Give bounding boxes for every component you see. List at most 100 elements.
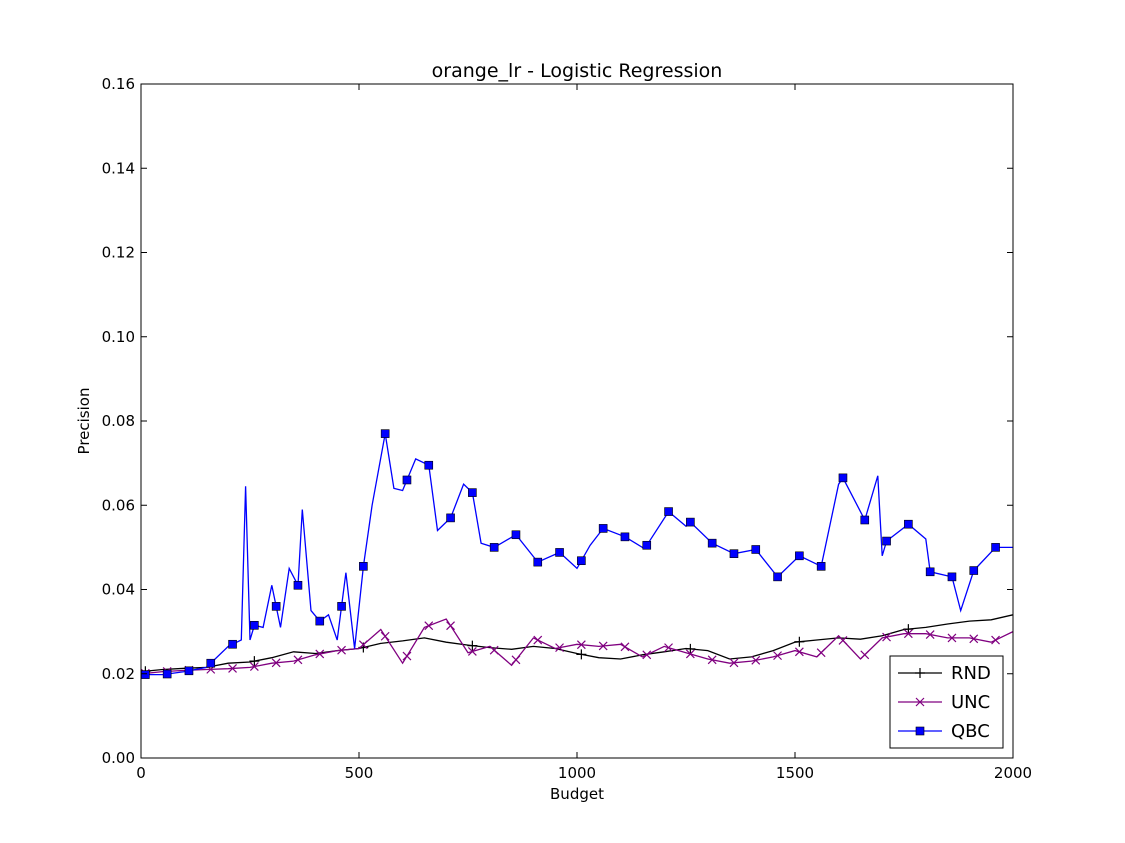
marker-qbc-36 [925,567,935,577]
x-tick-label-1: 500 [345,764,374,782]
marker-qbc-8 [315,616,325,626]
marker-qbc-33 [860,515,870,525]
marker-unc-26 [707,655,717,665]
marker-qbc-0 [141,670,150,679]
marker-qbc-13 [424,460,434,470]
ticks-layer: 0 500 1000 1500 2000 0.00 0.02 0.04 0.06 0.08 0.10… [102,75,1033,782]
x-axis-label: Budget [550,785,604,803]
marker-qbc-38 [969,566,979,575]
legend-marker-unc [915,697,925,707]
x-tick-label-3: 1500 [776,764,814,782]
marker-unc-34 [882,632,891,642]
marker-qbc-14 [446,513,455,523]
marker-unc-17 [511,655,521,665]
marker-unc-28 [751,655,761,665]
marker-unc-16 [489,645,499,655]
marker-qbc-32 [838,473,848,483]
marker-qbc-39 [991,543,1000,552]
marker-qbc-12 [402,475,412,485]
marker-unc-33 [860,650,870,660]
x-tick-label-0: 0 [136,764,146,782]
marker-qbc-11 [380,429,390,438]
y-tick-label-1: 0.02 [102,665,135,683]
marker-qbc-20 [577,556,586,566]
marker-qbc-30 [795,551,804,561]
legend-label-qbc: QBC [951,721,990,742]
marker-unc-18 [533,635,543,645]
marker-rnd-1 [249,656,260,667]
marker-unc-35 [903,629,913,639]
marker-unc-22 [620,642,630,652]
marker-qbc-3 [206,658,216,668]
marker-unc-37 [947,633,957,643]
marker-unc-23 [642,650,652,660]
series-line-unc [141,618,1013,675]
marker-unc-9 [337,645,346,655]
marker-unc-10 [358,640,368,650]
marker-unc-36 [925,630,935,639]
marker-qbc-22 [620,532,630,542]
y-tick-label-0: 0.00 [102,749,135,767]
marker-qbc-21 [598,524,608,533]
series-line-qbc [141,433,1013,676]
y-tick-label-7: 0.14 [102,159,135,177]
y-tick-label-3: 0.06 [102,496,135,514]
marker-unc-38 [969,634,979,644]
marker-qbc-18 [533,557,543,567]
marker-qbc-23 [642,540,652,550]
legend-label-unc: UNC [951,692,990,713]
y-axis-label: Precision [75,388,93,455]
series-layer [141,429,1013,679]
marker-rnd-5 [685,643,696,654]
marker-unc-8 [315,649,325,659]
marker-qbc-17 [511,530,521,540]
marker-qbc-16 [489,543,499,552]
marker-unc-31 [816,648,826,658]
plot-frame [140,83,1014,759]
marker-qbc-4 [228,639,237,649]
marker-qbc-2 [184,666,194,676]
marker-rnd-6 [794,636,805,647]
marker-unc-24 [664,643,673,653]
marker-unc-19 [555,643,564,653]
series-line-rnd [141,614,1013,673]
marker-unc-7 [293,655,303,665]
marker-qbc-1 [162,669,172,679]
marker-unc-4 [228,664,237,673]
marker-rnd-3 [467,640,478,651]
y-tick-label-8: 0.16 [102,75,135,93]
y-tick-label-2: 0.04 [102,581,135,599]
marker-qbc-15 [468,488,477,497]
marker-qbc-35 [904,519,913,529]
y-tick-label-5: 0.10 [102,328,135,346]
marker-unc-39 [991,635,1000,645]
legend-label-rnd: RND [951,663,991,684]
marker-unc-12 [402,651,412,661]
marker-unc-5 [249,662,259,672]
marker-qbc-24 [664,507,673,516]
marker-unc-30 [794,647,804,657]
marker-unc-15 [467,646,477,656]
marker-qbc-6 [271,602,281,611]
legend-marker-rnd [915,668,925,678]
legend-marker-qbc [915,726,925,736]
marker-qbc-37 [947,572,957,582]
marker-qbc-28 [751,545,761,554]
marker-qbc-34 [882,536,891,546]
marker-unc-11 [380,631,390,641]
marker-qbc-27 [729,549,739,558]
marker-qbc-31 [816,562,826,571]
marker-rnd-7 [903,624,914,635]
marker-rnd-4 [576,649,587,660]
y-tick-label-4: 0.08 [102,412,135,430]
marker-unc-20 [576,640,586,650]
marker-qbc-7 [293,580,303,590]
legend: RND UNC QBC [889,655,1004,749]
marker-qbc-10 [359,562,368,571]
marker-unc-25 [685,649,695,659]
marker-qbc-26 [707,538,717,548]
marker-qbc-5 [250,621,259,630]
marker-unc-32 [838,636,848,645]
y-tick-label-6: 0.12 [102,244,135,262]
marker-unc-6 [271,658,281,668]
